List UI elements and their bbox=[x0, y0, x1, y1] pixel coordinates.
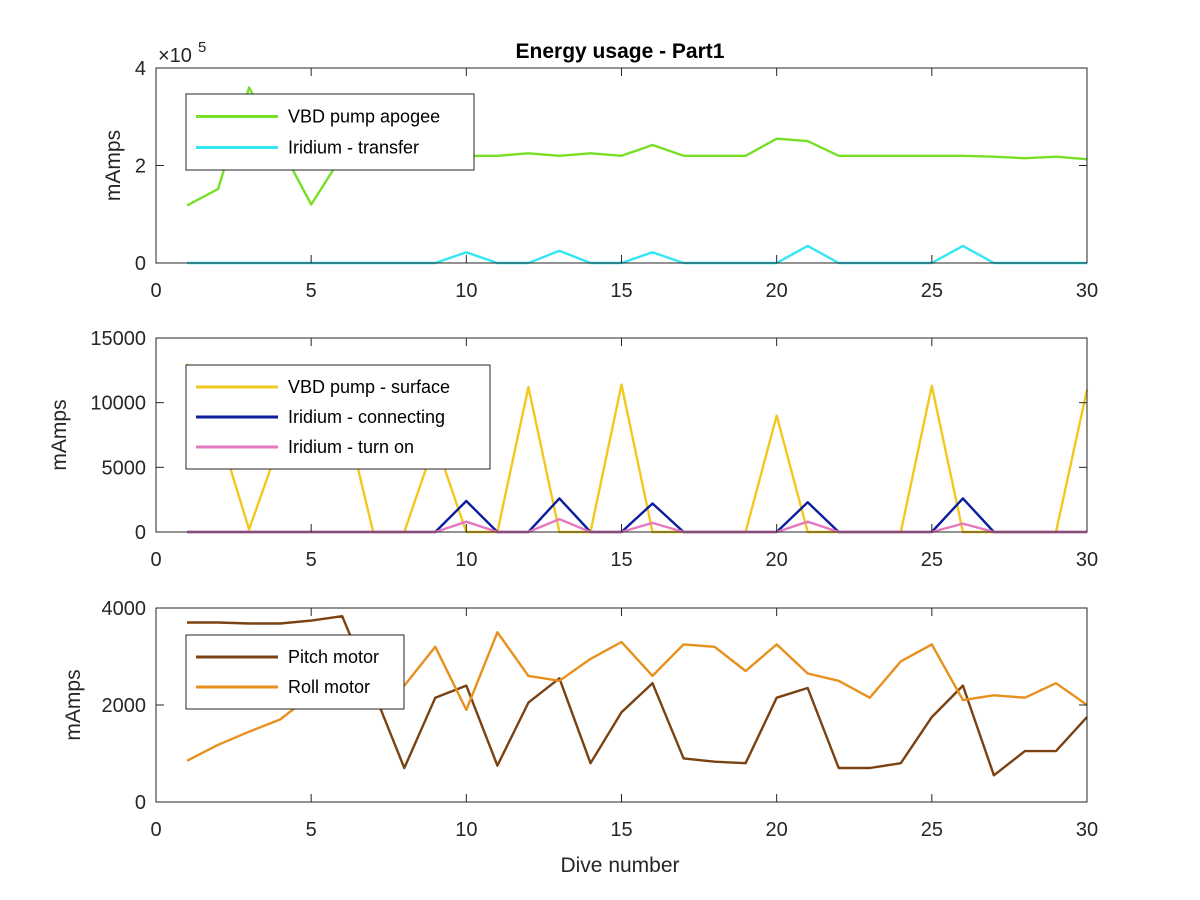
x-tick-label: 0 bbox=[150, 819, 161, 841]
x-tick-label: 0 bbox=[150, 549, 161, 571]
x-tick-label: 15 bbox=[610, 819, 632, 841]
x-tick-label: 5 bbox=[306, 280, 317, 302]
x-tick-label: 0 bbox=[150, 280, 161, 302]
y-tick-label: 2000 bbox=[102, 695, 147, 717]
subplot-vbd-apogee-iridium-transfer: 0 5 10 15 20 25 30 0 2 4 ×10 5 mAmps VBD pump apogee I… bbox=[102, 39, 1098, 302]
x-tick-label: 15 bbox=[610, 280, 632, 302]
figure-title: Energy usage - Part1 bbox=[516, 40, 725, 63]
legend: VBD pump apogee Iridium - transfer bbox=[185, 93, 475, 171]
legend-entry-label: VBD pump apogee bbox=[288, 107, 440, 127]
x-tick-label: 30 bbox=[1076, 549, 1098, 571]
subplot-pitch-roll-motor: 0 5 10 15 20 25 30 0 2000 4000 mAmps Pitch motor Rol… bbox=[62, 598, 1098, 841]
legend-entry-label: VBD pump - surface bbox=[288, 377, 450, 397]
x-tick-label: 15 bbox=[610, 549, 632, 571]
x-tick-label: 30 bbox=[1076, 819, 1098, 841]
x-tick-label: 5 bbox=[306, 549, 317, 571]
x-tick-label: 25 bbox=[921, 280, 943, 302]
y-tick-label: 4 bbox=[135, 58, 146, 80]
legend-box bbox=[185, 93, 475, 171]
legend: VBD pump - surface Iridium - connecting Ir… bbox=[185, 364, 491, 470]
y-tick-label: 0 bbox=[135, 253, 146, 275]
x-tick-label: 20 bbox=[766, 819, 788, 841]
x-tick-label: 25 bbox=[921, 819, 943, 841]
x-tick-label: 10 bbox=[455, 549, 477, 571]
x-tick-label: 5 bbox=[306, 819, 317, 841]
legend-entry-label: Roll motor bbox=[288, 677, 370, 697]
x-tick-label: 20 bbox=[766, 280, 788, 302]
y-axis-label: mAmps bbox=[48, 399, 71, 470]
y-tick-label: 0 bbox=[135, 522, 146, 544]
legend-entry-label: Iridium - turn on bbox=[288, 437, 414, 457]
y-tick-label: 10000 bbox=[90, 393, 146, 415]
y-axis-multiplier-label: ×10 bbox=[158, 45, 192, 67]
x-tick-label: 10 bbox=[455, 280, 477, 302]
x-tick-label: 30 bbox=[1076, 280, 1098, 302]
x-tick-label: 10 bbox=[455, 819, 477, 841]
y-tick-label: 4000 bbox=[102, 598, 147, 620]
y-tick-label: 5000 bbox=[102, 457, 147, 479]
y-tick-label: 15000 bbox=[90, 328, 146, 350]
series-line-pitch-motor bbox=[187, 615, 1088, 777]
legend: Pitch motor Roll motor bbox=[185, 634, 405, 710]
legend-entry-label: Iridium - connecting bbox=[288, 407, 445, 427]
x-tick-label: 20 bbox=[766, 549, 788, 571]
x-tick-label: 25 bbox=[921, 549, 943, 571]
legend-entry-label: Pitch motor bbox=[288, 647, 379, 667]
legend-box bbox=[185, 634, 405, 710]
legend-entry-label: Iridium - transfer bbox=[288, 138, 419, 158]
y-axis-exponent-label: 5 bbox=[198, 39, 206, 56]
y-axis-label: mAmps bbox=[62, 669, 85, 740]
y-tick-label: 2 bbox=[135, 156, 146, 178]
y-axis-label: mAmps bbox=[102, 130, 125, 201]
x-axis-label: Dive number bbox=[560, 854, 679, 877]
subplot-vbd-surface-iridium: 0 5 10 15 20 25 30 0 5000 10000 15000 mAmps VBD pump… bbox=[48, 328, 1098, 571]
y-tick-label: 0 bbox=[135, 792, 146, 814]
